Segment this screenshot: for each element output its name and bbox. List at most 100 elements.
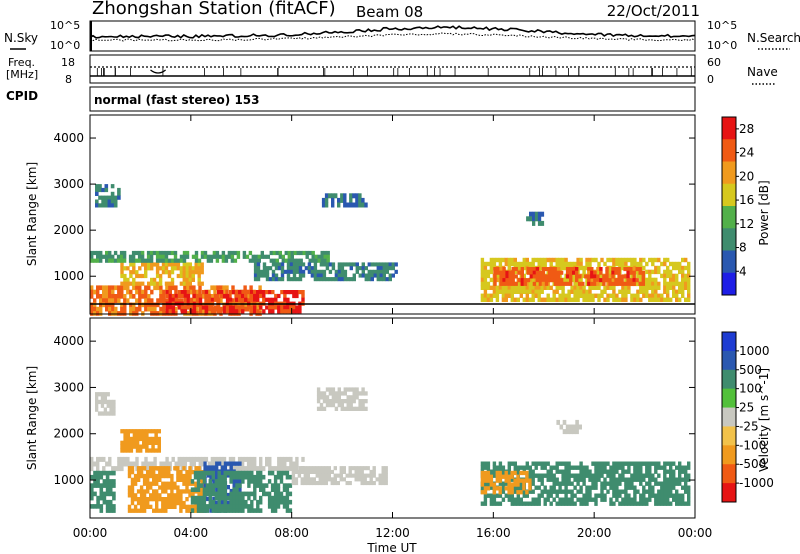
velocity-echo-cell (238, 488, 242, 494)
power-echo-cell (612, 285, 616, 290)
velocity-echo-cell (136, 473, 141, 479)
velocity-echo-cell (369, 469, 373, 474)
power-echo-cell (96, 254, 100, 259)
velocity-echo-cell (126, 429, 130, 434)
velocity-echo-cell (217, 470, 221, 476)
velocity-echo-cell (201, 456, 206, 462)
velocity-echo-cell (648, 465, 652, 470)
velocity-echo-cell (570, 497, 574, 502)
power-echo-cell (271, 290, 275, 295)
power-echo-cell (174, 297, 179, 302)
power-echo-cell (547, 278, 552, 283)
power-echo-cell (525, 293, 529, 298)
velocity-echo-cell (630, 461, 634, 466)
power-echo-cell (687, 269, 691, 275)
velocity-echo-cell (540, 477, 544, 482)
power-echo-cell (117, 294, 121, 299)
velocity-echo-cell (297, 469, 302, 474)
velocity-echo-cell (348, 469, 352, 474)
power-echo-cell (651, 281, 655, 287)
power-echo-cell (641, 281, 645, 286)
power-echo-cell (216, 309, 221, 314)
velocity-echo-cell (513, 465, 517, 470)
velocity-echo-cell (151, 440, 155, 445)
velocity-colorbar-label-text: Velocity [m s^-1] (757, 368, 771, 472)
power-echo-cell (174, 311, 178, 316)
power-echo-cell (192, 311, 196, 316)
power-echo-cell (654, 285, 658, 290)
velocity-echo-cell (167, 493, 171, 498)
beam-label: Beam 08 (356, 3, 423, 21)
power-echo-cell (675, 297, 679, 302)
velocity-echo-cell (315, 466, 319, 471)
velocity-echo-cell (103, 407, 107, 412)
power-echo-cell (93, 306, 97, 312)
velocity-echo-cell (103, 395, 107, 401)
velocity-echo-cell (609, 501, 613, 506)
velocity-echo-cell (612, 485, 616, 490)
power-echo-cell (504, 289, 508, 294)
velocity-echo-cell (483, 481, 488, 486)
power-echo-cell (192, 293, 197, 299)
power-echo-cell (340, 262, 345, 267)
velocity-echo-cell (127, 473, 132, 479)
power-echo-cell (570, 297, 574, 302)
velocity-echo-cell (507, 474, 511, 479)
power-echo-cell (262, 297, 266, 302)
power-echo-cell (516, 281, 520, 287)
velocity-echo-cell (167, 500, 171, 506)
velocity-echo-cell (627, 477, 631, 482)
velocity-echo-cell (205, 504, 210, 509)
power-echo-cell (501, 297, 506, 302)
velocity-colorbar-frame (721, 331, 737, 503)
velocity-echo-cell (675, 501, 679, 506)
power-echo-cell (283, 309, 287, 314)
velocity-echo-cell (363, 481, 367, 486)
power-echo-cell (295, 290, 299, 295)
power-echo-cell (349, 277, 353, 282)
power-echo-cell (501, 285, 506, 290)
power-echo-cell (194, 258, 199, 263)
velocity-echo-cell (108, 487, 113, 492)
power-echo-cell (591, 277, 595, 283)
power-echo-cell (271, 305, 275, 310)
velocity-echo-cell (99, 483, 104, 488)
velocity-echo-cell (504, 470, 508, 476)
power-echo-cell (274, 273, 279, 278)
power-echo-cell (343, 262, 348, 267)
power-echo-cell (617, 281, 621, 286)
power-echo-cell (669, 261, 673, 267)
velocity-echo-cell (241, 491, 245, 497)
velocity-echo-cell (663, 493, 667, 498)
velocity-ytick-label: 4000 (53, 334, 84, 348)
power-echo-cell (555, 257, 559, 263)
power-echo-cell (179, 281, 184, 286)
velocity-echo-cell (148, 440, 152, 445)
velocity-echo-cell (666, 469, 670, 474)
velocity-echo-cell (277, 461, 281, 467)
velocity-echo-cell (654, 481, 658, 486)
velocity-echo-cell (127, 466, 132, 471)
velocity-echo-cell (349, 402, 353, 408)
velocity-echo-cell (504, 474, 508, 479)
velocity-echo-cell (519, 478, 523, 483)
power-echo-cell (654, 257, 658, 263)
power-echo-cell (168, 305, 172, 310)
velocity-echo-cell (573, 477, 577, 482)
velocity-echo-cell (223, 499, 227, 505)
power-echo-cell (532, 216, 536, 222)
power-echo-cell (621, 257, 625, 263)
power-echo-region (321, 193, 368, 208)
velocity-echo-cell (130, 466, 135, 471)
power-echo-cell (179, 270, 184, 275)
velocity-echo-cell (135, 436, 140, 442)
power-echo-cell (251, 254, 255, 259)
velocity-echo-cell (280, 466, 284, 472)
velocity-echo-cell (504, 478, 508, 483)
velocity-echo-cell (576, 497, 580, 502)
velocity-echo-cell (285, 470, 290, 476)
velocity-echo-cell (126, 433, 130, 438)
nsearch-line (89, 32, 696, 42)
power-echo-cell (207, 289, 211, 295)
velocity-echo-cell (229, 479, 233, 484)
